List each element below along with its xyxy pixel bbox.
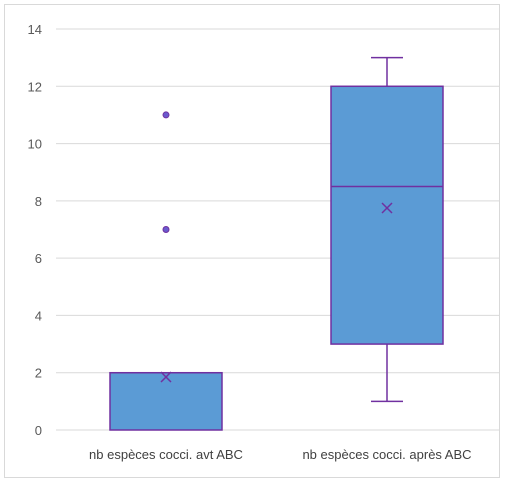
box-series [109, 111, 223, 431]
y-tick-label: 10 [28, 137, 42, 152]
outlier-point [162, 226, 170, 233]
y-tick-label: 4 [35, 308, 42, 323]
y-tick-label: 6 [35, 251, 42, 266]
outlier-point [162, 111, 170, 119]
y-tick-label: 8 [35, 194, 42, 209]
y-axis-tick-labels: 0 2 4 6 8 10 12 14 [28, 22, 42, 438]
mean-marker [160, 371, 172, 383]
box-series [330, 56, 444, 403]
y-tick-label: 12 [28, 79, 42, 94]
x-category-label: nb espèces cocci. après ABC [302, 447, 471, 462]
x-category-label: nb espèces cocci. avt ABC [89, 447, 243, 462]
boxes-group [109, 56, 444, 431]
box-iqr [109, 371, 223, 431]
y-tick-label: 14 [28, 22, 42, 37]
mean-marker [381, 202, 393, 214]
x-axis-category-labels: nb espèces cocci. avt ABC nb espèces coc… [89, 447, 472, 462]
box-iqr [330, 85, 444, 345]
y-tick-label: 2 [35, 366, 42, 381]
y-tick-label: 0 [35, 423, 42, 438]
